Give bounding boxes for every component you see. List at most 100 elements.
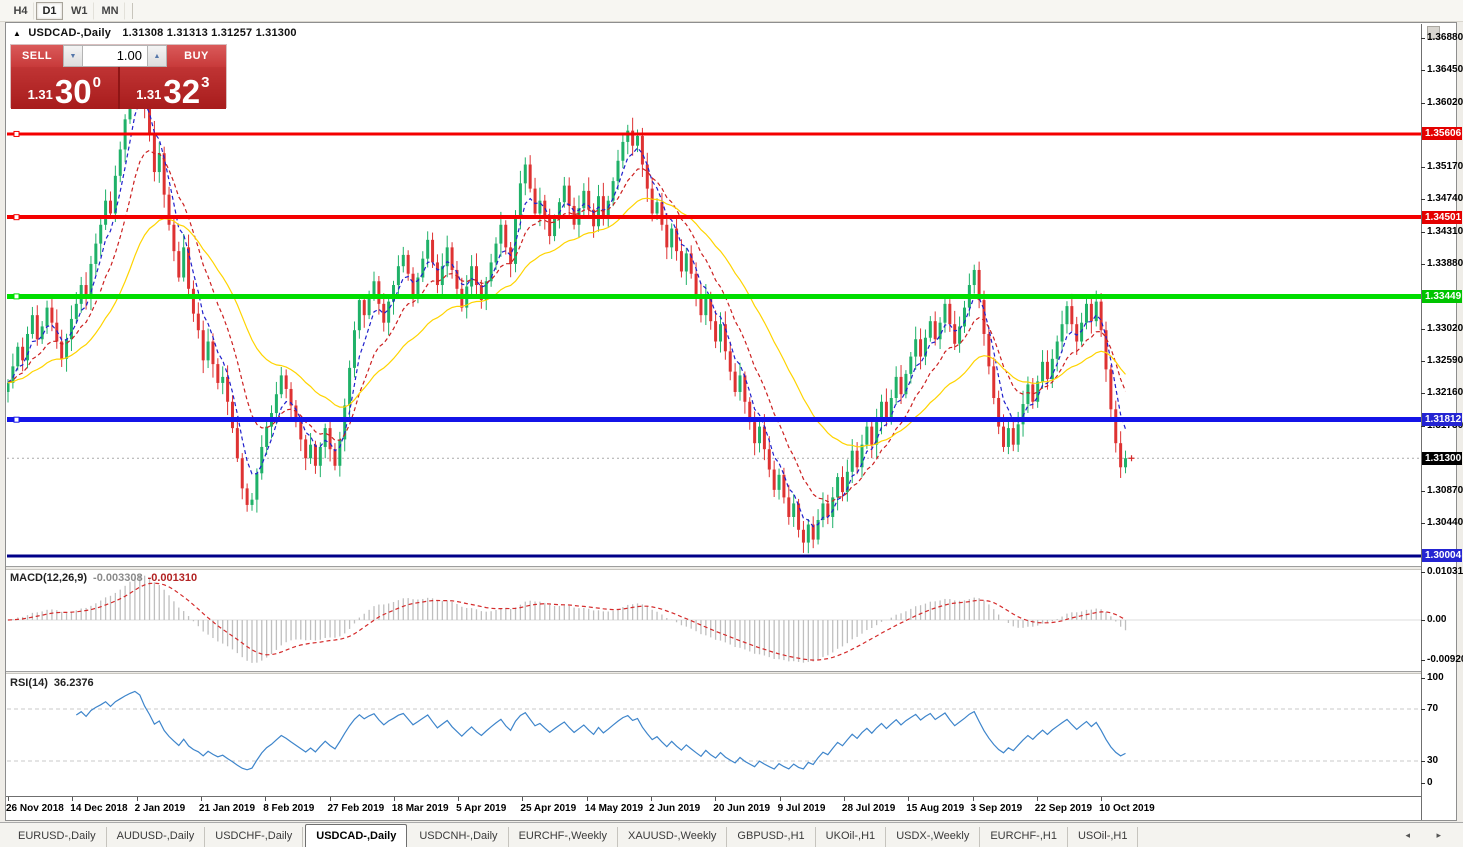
rsi-axis-label: 0 xyxy=(1421,777,1433,788)
candle-body xyxy=(806,524,810,543)
tab-usdcnh-daily[interactable]: USDCNH-,Daily xyxy=(409,827,509,847)
candle-body xyxy=(157,153,161,173)
candle-body xyxy=(1080,322,1084,342)
timeframe-button-w1[interactable]: W1 xyxy=(65,1,94,20)
candle-body xyxy=(1002,426,1006,447)
panel-separator-macd[interactable] xyxy=(6,566,1421,570)
date-tick xyxy=(651,797,652,801)
tab-usdcad-daily[interactable]: USDCAD-,Daily xyxy=(305,824,408,847)
rsi-panel[interactable] xyxy=(7,674,1421,796)
buy-price-big: 32 xyxy=(163,72,201,110)
timeframe-button-h4[interactable]: H4 xyxy=(7,1,34,20)
date-tick xyxy=(779,797,781,801)
macd-axis-label: 0.00 xyxy=(1420,614,1447,625)
sell-button[interactable]: SELL xyxy=(11,45,63,67)
date-label: 3 Sep 2019 xyxy=(970,803,1023,814)
line-handle[interactable] xyxy=(13,214,20,221)
candle-body xyxy=(318,446,322,466)
buy-price-sup: 3 xyxy=(201,74,210,91)
macd-name: MACD(12,26,9) xyxy=(10,572,88,584)
date-tick xyxy=(586,797,588,801)
date-label: 28 Jul 2019 xyxy=(841,803,896,814)
candle-body xyxy=(797,503,801,530)
candle-body xyxy=(450,247,454,270)
tab-xauusd-weekly[interactable]: XAUUSD-,Weekly xyxy=(618,827,728,847)
candle-body xyxy=(60,341,64,359)
tab-usdx-weekly[interactable]: USDX-,Weekly xyxy=(886,827,981,847)
candle-body xyxy=(631,130,635,146)
candle-body xyxy=(1021,404,1025,425)
candle-body xyxy=(470,266,474,287)
candle-body xyxy=(504,224,508,248)
buy-button[interactable]: BUY xyxy=(167,45,226,67)
candle-body xyxy=(928,321,932,338)
timeframe-button-mn[interactable]: MN xyxy=(96,1,125,20)
volume-input[interactable]: 1.00 xyxy=(83,45,147,67)
tab-scroll-arrows[interactable]: ◂ ▸ xyxy=(1405,830,1453,840)
tab-usoil-h1[interactable]: USOil-,H1 xyxy=(1068,827,1139,847)
candle-body xyxy=(65,339,69,359)
price-badge-1.31812: 1.31812 xyxy=(1422,413,1462,427)
axis-scroll-thumb[interactable] xyxy=(1427,26,1440,39)
toolbar-separator xyxy=(131,2,133,19)
candle-body xyxy=(933,321,937,340)
line-handle[interactable] xyxy=(13,293,20,300)
candle-body xyxy=(884,401,888,420)
tab-ukoil-h1[interactable]: UKOil-,H1 xyxy=(816,827,887,847)
rsi-axis-label: 70 xyxy=(1420,703,1439,714)
candle-body xyxy=(108,200,112,214)
candle-body xyxy=(596,196,600,227)
tab-eurchf-weekly[interactable]: EURCHF-,Weekly xyxy=(509,827,618,847)
tab-audusd-daily[interactable]: AUDUSD-,Daily xyxy=(107,827,206,847)
collapse-triangle-icon[interactable]: ▲ xyxy=(13,29,22,38)
candle-body xyxy=(11,366,15,383)
candle-body xyxy=(1099,301,1103,331)
candle-body xyxy=(743,375,747,402)
candle-body xyxy=(230,401,234,429)
ma-line-12 xyxy=(7,149,1127,503)
candle-body xyxy=(953,324,957,344)
rsi-name: RSI(14) xyxy=(10,677,48,689)
candle-body xyxy=(357,300,361,331)
date-tick xyxy=(1101,797,1103,801)
tab-eurchf-h1[interactable]: EURCHF-,H1 xyxy=(980,827,1068,847)
candle-body xyxy=(1036,381,1040,402)
candle-body xyxy=(611,181,615,201)
date-label: 5 Apr 2019 xyxy=(456,803,507,814)
panel-separator-rsi[interactable] xyxy=(6,671,1421,674)
candle-body xyxy=(416,277,420,295)
candle-body xyxy=(421,258,425,278)
candle-body xyxy=(235,428,239,459)
candle-body xyxy=(435,262,439,286)
buy-quote-button[interactable]: 1.31 32 3 xyxy=(119,67,226,110)
rsi-label: RSI(14) 36.2376 xyxy=(10,677,94,689)
candle-body xyxy=(645,164,649,189)
candle-body xyxy=(221,376,225,383)
tab-usdchf-daily[interactable]: USDCHF-,Daily xyxy=(205,827,304,847)
macd-label: MACD(12,26,9) -0.003308 -0.001310 xyxy=(10,572,197,584)
line-handle[interactable] xyxy=(13,130,20,137)
sell-quote-button[interactable]: 1.31 30 0 xyxy=(11,67,118,109)
price-chart[interactable] xyxy=(7,24,1421,566)
candle-body xyxy=(655,202,659,214)
candle-body xyxy=(636,135,640,146)
volume-decrease-button[interactable]: ▼ xyxy=(63,45,83,67)
candle-body xyxy=(333,449,337,466)
candle-body xyxy=(396,266,400,286)
buy-price-prefix: 1.31 xyxy=(136,87,162,102)
volume-increase-button[interactable]: ▲ xyxy=(147,45,167,67)
macd-axis-label: -0.009203 xyxy=(1420,654,1463,665)
candle-body xyxy=(762,426,766,450)
candle-body xyxy=(767,449,771,470)
line-handle[interactable] xyxy=(13,416,20,423)
candle-body xyxy=(543,200,547,219)
candle-body xyxy=(172,224,176,252)
candle-body xyxy=(474,266,478,286)
date-axis[interactable]: 26 Nov 2018 14 Dec 2018 2 Jan 2019 21 Jan 2… xyxy=(6,796,1421,820)
macd-panel[interactable] xyxy=(7,570,1421,670)
tab-gbpusd-h1[interactable]: GBPUSD-,H1 xyxy=(727,827,816,847)
price-badge-1.31300: 1.31300 xyxy=(1422,451,1462,465)
tab-eurusd-daily[interactable]: EURUSD-,Daily xyxy=(8,827,107,847)
timeframe-button-d1[interactable]: D1 xyxy=(36,1,63,20)
